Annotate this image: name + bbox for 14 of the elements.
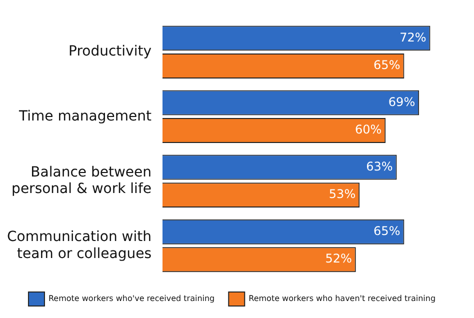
data-label: 53%: [328, 187, 356, 202]
y-tick-label: Productivity: [68, 44, 152, 60]
data-label: 72%: [400, 30, 426, 44]
data-label: 65%: [374, 58, 400, 72]
data-label: 65%: [374, 224, 400, 238]
y-tick-label: Communication with team or colleagues: [7, 228, 152, 262]
legend-label: Remote workers who haven't received training: [248, 294, 436, 304]
data-label: 60%: [354, 122, 382, 137]
data-label: 63%: [366, 159, 393, 174]
data-label: 69%: [388, 94, 416, 109]
y-tick-label: Time management: [18, 108, 152, 124]
data-label: 52%: [325, 252, 352, 266]
y-tick-label: Balance between personal & work life: [12, 164, 152, 198]
legend-label: Remote workers who've received training: [48, 294, 215, 304]
